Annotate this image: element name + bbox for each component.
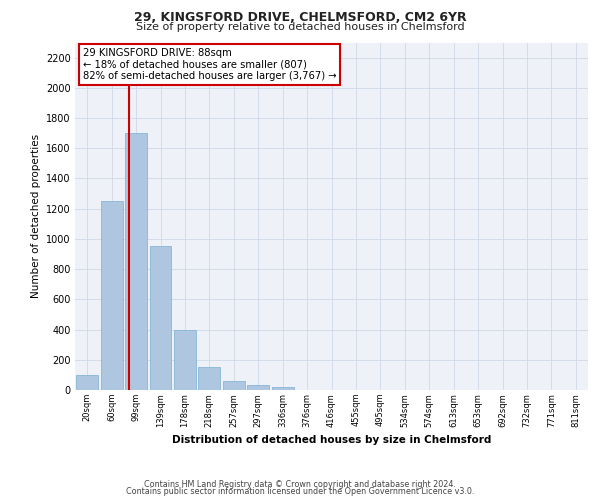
Bar bbox=[125, 133, 147, 390]
Bar bbox=[247, 386, 269, 390]
Text: Size of property relative to detached houses in Chelmsford: Size of property relative to detached ho… bbox=[136, 22, 464, 32]
Bar bbox=[101, 201, 122, 390]
Bar bbox=[272, 387, 293, 390]
Bar bbox=[149, 246, 172, 390]
Text: 29, KINGSFORD DRIVE, CHELMSFORD, CM2 6YR: 29, KINGSFORD DRIVE, CHELMSFORD, CM2 6YR bbox=[134, 11, 466, 24]
Text: Contains HM Land Registry data © Crown copyright and database right 2024.: Contains HM Land Registry data © Crown c… bbox=[144, 480, 456, 489]
Bar bbox=[199, 368, 220, 390]
Bar bbox=[76, 375, 98, 390]
Bar bbox=[174, 330, 196, 390]
Bar bbox=[223, 381, 245, 390]
X-axis label: Distribution of detached houses by size in Chelmsford: Distribution of detached houses by size … bbox=[172, 435, 491, 445]
Text: Contains public sector information licensed under the Open Government Licence v3: Contains public sector information licen… bbox=[126, 488, 474, 496]
Text: 29 KINGSFORD DRIVE: 88sqm
← 18% of detached houses are smaller (807)
82% of semi: 29 KINGSFORD DRIVE: 88sqm ← 18% of detac… bbox=[83, 48, 337, 81]
Y-axis label: Number of detached properties: Number of detached properties bbox=[31, 134, 41, 298]
